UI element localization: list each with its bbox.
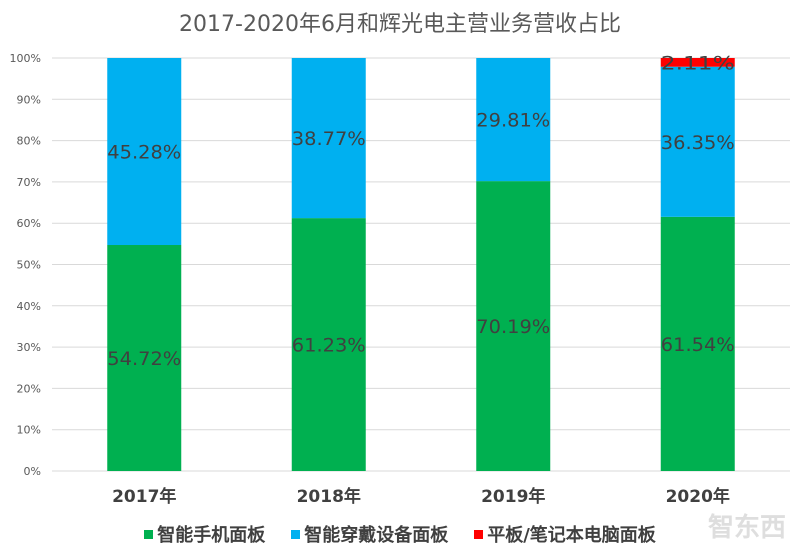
- legend-label: 平板/笔记本电脑面板: [487, 525, 656, 546]
- bar-segment: [660, 216, 735, 471]
- y-tick-label: 30%: [17, 341, 41, 354]
- y-tick-label: 0%: [24, 465, 41, 478]
- bar-segment: [291, 218, 366, 471]
- legend-item-wearable: 智能穿戴设备面板: [291, 521, 448, 547]
- x-tick-label: 2018年: [297, 486, 361, 507]
- legend-swatch: [144, 529, 154, 539]
- x-tick-label: 2020年: [666, 486, 730, 507]
- y-tick-label: 10%: [17, 424, 41, 437]
- y-tick-label: 100%: [10, 52, 41, 65]
- watermark-logo: 智东西: [707, 513, 786, 543]
- y-tick-label: 80%: [17, 135, 41, 148]
- y-tick-label: 20%: [17, 382, 41, 395]
- data-label: 36.35%: [661, 132, 735, 154]
- y-tick-label: 50%: [17, 259, 41, 272]
- data-label: 38.77%: [292, 128, 366, 150]
- x-tick-label: 2019年: [481, 486, 545, 507]
- bar-segment: [291, 58, 366, 219]
- legend-item-smartphone: 智能手机面板: [144, 521, 265, 547]
- chart-title: 2017-2020年6月和辉光电主营业务营收占比: [179, 12, 621, 37]
- legend-label: 智能穿戴设备面板: [304, 525, 449, 546]
- bar-segment: [476, 181, 551, 471]
- bar-segment: [107, 245, 182, 471]
- bar-segment: [476, 58, 551, 182]
- data-label: 54.72%: [107, 348, 181, 370]
- bar-segment: [660, 58, 735, 67]
- y-tick-label: 60%: [17, 217, 41, 230]
- data-label: 45.28%: [107, 142, 181, 164]
- y-tick-label: 40%: [17, 300, 41, 313]
- legend: 智能手机面板 智能穿戴设备面板 平板/笔记本电脑面板: [0, 521, 800, 547]
- data-label: 61.54%: [661, 334, 735, 356]
- legend-swatch: [474, 529, 484, 539]
- x-tick-label: 2017年: [112, 486, 176, 507]
- legend-label: 智能手机面板: [157, 525, 266, 546]
- legend-item-tablet-laptop: 平板/笔记本电脑面板: [474, 521, 656, 547]
- data-label: 2.11%: [661, 52, 735, 74]
- data-label: 70.19%: [476, 316, 550, 338]
- bar-segment: [660, 66, 735, 217]
- data-label: 61.23%: [292, 335, 366, 357]
- bar-segment: [107, 58, 182, 246]
- y-tick-label: 70%: [17, 176, 41, 189]
- data-label: 29.81%: [476, 110, 550, 132]
- legend-swatch: [291, 529, 301, 539]
- y-tick-label: 90%: [17, 93, 41, 106]
